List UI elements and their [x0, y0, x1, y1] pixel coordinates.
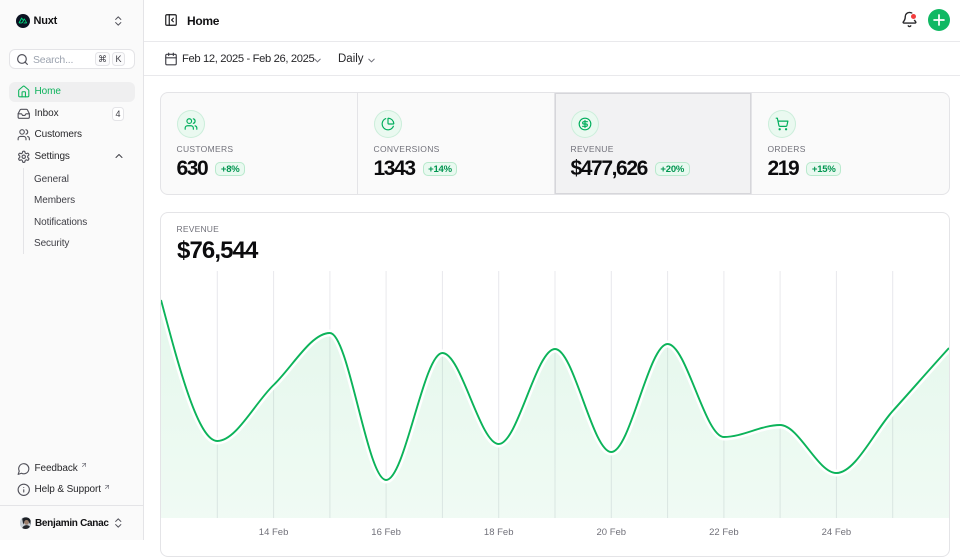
svg-text:18 Feb: 18 Feb [484, 527, 514, 538]
svg-text:22 Feb: 22 Feb [709, 527, 739, 538]
svg-text:24 Feb: 24 Feb [822, 527, 852, 538]
svg-text:14 Feb: 14 Feb [259, 527, 289, 538]
svg-text:16 Feb: 16 Feb [371, 527, 401, 538]
svg-text:20 Feb: 20 Feb [597, 527, 627, 538]
